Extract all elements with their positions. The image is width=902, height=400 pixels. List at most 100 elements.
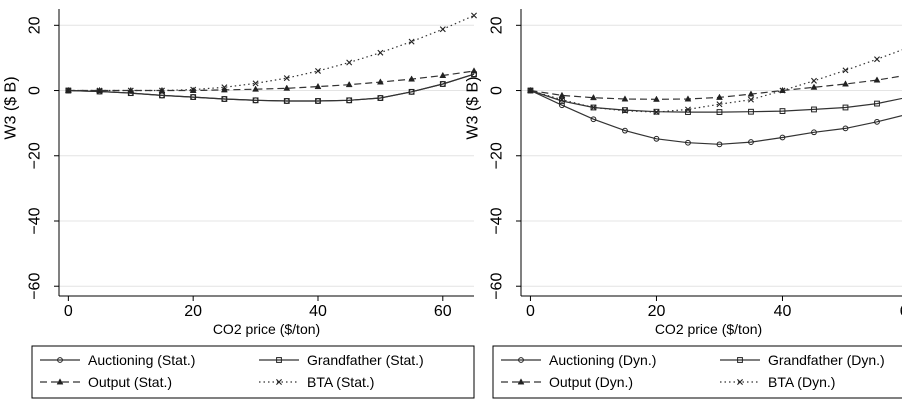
data-point-marker xyxy=(127,87,134,94)
data-point-marker xyxy=(810,83,818,90)
data-point-marker xyxy=(558,96,565,103)
legend: Auctioning (Dyn.) Grandfather (Dyn.) Outpu… xyxy=(492,345,902,399)
data-point-marker xyxy=(779,134,786,141)
data-point-marker xyxy=(653,95,660,102)
data-point-marker xyxy=(470,67,478,74)
data-point-marker xyxy=(748,139,754,145)
data-point-marker xyxy=(747,90,755,97)
data-point-marker xyxy=(685,139,691,146)
data-point-marker xyxy=(527,87,534,94)
series-line xyxy=(68,14,475,92)
data-point-marker xyxy=(779,87,786,94)
data-point-marker xyxy=(315,98,321,104)
series-line xyxy=(530,75,902,100)
data-point-marker xyxy=(779,108,786,114)
data-point-marker xyxy=(811,129,817,136)
data-point-marker xyxy=(314,67,321,74)
series-line xyxy=(530,89,902,145)
series-grandfather-dyn xyxy=(527,87,902,115)
data-point-marker xyxy=(622,127,628,134)
series-auctioning-stat xyxy=(65,71,477,104)
data-point-marker xyxy=(684,106,691,113)
y-tick-label: −20 xyxy=(489,142,506,169)
legend-box xyxy=(492,345,902,399)
data-point-marker xyxy=(252,80,259,87)
y-tick-label: −60 xyxy=(27,273,44,300)
legend-swatch-marker xyxy=(276,379,282,385)
legend-swatch-marker xyxy=(518,357,524,363)
data-point-marker xyxy=(377,49,384,56)
series-grandfather-stat xyxy=(65,71,477,104)
data-point-marker xyxy=(559,102,565,109)
legend-label: BTA (Stat.) xyxy=(307,374,374,390)
data-point-marker xyxy=(842,125,849,132)
data-point-marker xyxy=(810,77,817,84)
data-point-marker xyxy=(622,107,628,114)
data-point-marker xyxy=(621,95,629,102)
data-point-marker xyxy=(439,71,447,78)
legend-label: Auctioning (Stat.) xyxy=(88,352,195,368)
data-point-marker xyxy=(747,96,754,103)
data-point-marker xyxy=(408,88,415,95)
data-point-marker xyxy=(221,84,228,91)
data-point-marker xyxy=(590,104,597,111)
data-point-marker xyxy=(408,38,415,45)
data-point-marker xyxy=(842,104,849,111)
data-point-marker xyxy=(345,80,353,88)
y-tick-label: 20 xyxy=(489,16,506,34)
data-point-marker xyxy=(748,108,754,115)
data-point-marker xyxy=(716,93,723,100)
y-axis-title: W3 ($ B) xyxy=(465,76,482,139)
data-point-marker xyxy=(874,118,880,125)
series-line xyxy=(68,73,475,102)
x-tick-label: 40 xyxy=(309,303,327,320)
data-point-marker xyxy=(621,107,628,114)
data-point-marker xyxy=(842,80,849,87)
data-point-marker xyxy=(283,98,290,104)
x-tick-label: 20 xyxy=(648,303,666,320)
data-point-marker xyxy=(159,92,165,99)
data-point-marker xyxy=(842,67,849,74)
y-tick-label: 0 xyxy=(27,86,44,95)
left-chart-panel: 20 0 −20 −40 −60 0 20 40 60 CO2 price ($/ton) W3 (… xyxy=(3,9,478,399)
x-tick-label: 40 xyxy=(774,303,792,320)
y-tick-label: −20 xyxy=(27,142,44,169)
y-tick-label: 0 xyxy=(489,86,506,95)
data-point-marker xyxy=(252,85,260,92)
legend-swatch-marker xyxy=(737,379,743,385)
x-tick-label: 20 xyxy=(184,303,202,320)
data-point-marker xyxy=(96,87,103,94)
data-point-marker xyxy=(471,12,477,19)
x-tick-label: 0 xyxy=(526,303,535,320)
data-point-marker xyxy=(716,141,723,148)
legend: Auctioning (Stat.) Grandfather (Stat.) Out… xyxy=(31,345,475,399)
data-point-marker xyxy=(590,93,597,101)
data-point-marker xyxy=(346,97,353,104)
data-point-marker xyxy=(190,94,197,100)
data-point-marker xyxy=(653,109,660,116)
series-line xyxy=(530,49,902,113)
data-point-marker xyxy=(439,81,446,87)
data-point-marker xyxy=(559,98,565,104)
x-tick-label: 60 xyxy=(434,303,452,320)
y-tick-label: −40 xyxy=(489,207,506,234)
data-point-marker xyxy=(314,82,322,90)
series-auctioning-dyn xyxy=(527,87,902,148)
data-point-marker xyxy=(684,95,692,102)
legend-swatch-marker xyxy=(517,378,525,385)
legend-label: Grandfather (Dyn.) xyxy=(768,352,885,368)
data-point-marker xyxy=(716,101,723,108)
series-output-dyn xyxy=(527,75,902,102)
data-point-marker xyxy=(716,109,723,115)
data-point-marker xyxy=(439,26,446,33)
data-point-marker xyxy=(283,84,291,91)
y-tick-label: −60 xyxy=(489,273,506,300)
legend-label: Grandfather (Stat.) xyxy=(307,352,424,368)
y-tick-label: 20 xyxy=(27,16,44,34)
legend-label: Auctioning (Dyn.) xyxy=(549,352,656,368)
x-tick-label: 0 xyxy=(64,303,73,320)
data-point-marker xyxy=(873,76,881,83)
data-point-marker xyxy=(190,86,197,93)
y-tick-label: −40 xyxy=(27,207,44,234)
legend-swatch-marker xyxy=(276,357,282,363)
